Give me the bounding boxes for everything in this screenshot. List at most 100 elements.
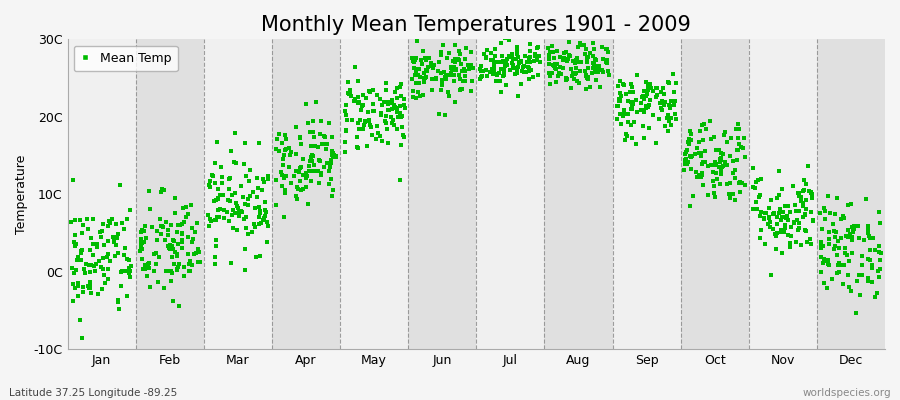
Point [731,146,745,153]
Point [588,66,602,72]
Point [371,130,385,137]
Point [734,144,749,150]
Point [82,262,96,268]
Point [831,261,845,268]
Point [661,78,675,85]
Point [624,122,638,128]
Point [652,116,667,122]
Point [637,109,652,115]
Point [698,148,713,154]
Point [621,98,635,104]
Point [276,161,291,168]
Point [656,85,670,92]
Point [202,216,217,222]
Point [682,153,697,159]
Point [508,71,522,77]
Point [258,206,273,213]
Point [831,237,845,244]
Point [552,73,566,79]
Point [212,206,227,212]
Point [117,252,131,258]
Point [275,156,290,162]
Point [649,140,663,146]
Point [202,178,217,184]
Point [238,246,252,253]
Point [156,224,170,230]
Point [414,56,428,63]
Point [827,246,842,252]
Point [96,265,111,272]
Point [212,214,226,220]
Point [208,261,222,267]
Point [165,270,179,276]
Point [758,210,772,216]
Point [373,96,387,102]
Point [83,268,97,275]
Point [277,190,292,196]
Point [155,223,169,229]
Point [821,257,835,263]
Point [302,158,317,165]
Point [830,195,844,202]
Point [543,72,557,79]
Point [562,51,576,58]
Point [83,283,97,289]
Point [275,140,290,146]
Point [161,243,176,249]
Point [426,65,440,71]
Point [169,266,184,272]
Point [571,44,585,50]
Point [182,260,196,267]
Point [568,60,582,66]
Point [526,74,540,81]
Point [390,126,404,132]
Point [710,176,724,182]
Point [364,132,379,138]
Point [792,190,806,196]
Point [338,102,353,108]
Point [376,98,391,105]
Point [417,79,431,85]
Point [708,162,723,168]
Point [566,70,580,76]
Point [324,160,338,166]
Point [639,103,653,109]
Point [619,131,634,138]
Point [409,54,423,61]
Point [582,84,597,90]
Point [272,131,286,138]
Point [166,298,180,304]
Point [822,240,836,247]
Point [770,214,784,220]
Point [661,112,675,118]
Point [736,135,751,142]
Point [641,83,655,90]
Bar [817,39,885,349]
Point [356,92,370,98]
Point [86,263,101,270]
Point [168,249,183,255]
Point [203,218,218,224]
Point [313,170,328,176]
Point [661,128,675,134]
Point [149,250,164,256]
Point [493,39,508,46]
Point [84,235,98,242]
Point [282,145,296,151]
Point [775,250,789,256]
Point [872,208,886,215]
Y-axis label: Temperature: Temperature [15,154,28,234]
Point [692,128,706,134]
Point [176,205,190,212]
Point [124,263,139,269]
Point [728,197,742,203]
Point [617,106,632,113]
Point [302,163,316,169]
Point [112,182,127,188]
Point [90,244,104,250]
Point [111,231,125,238]
Point [289,196,303,202]
Point [214,164,229,170]
Point [115,219,130,226]
Point [434,86,448,93]
